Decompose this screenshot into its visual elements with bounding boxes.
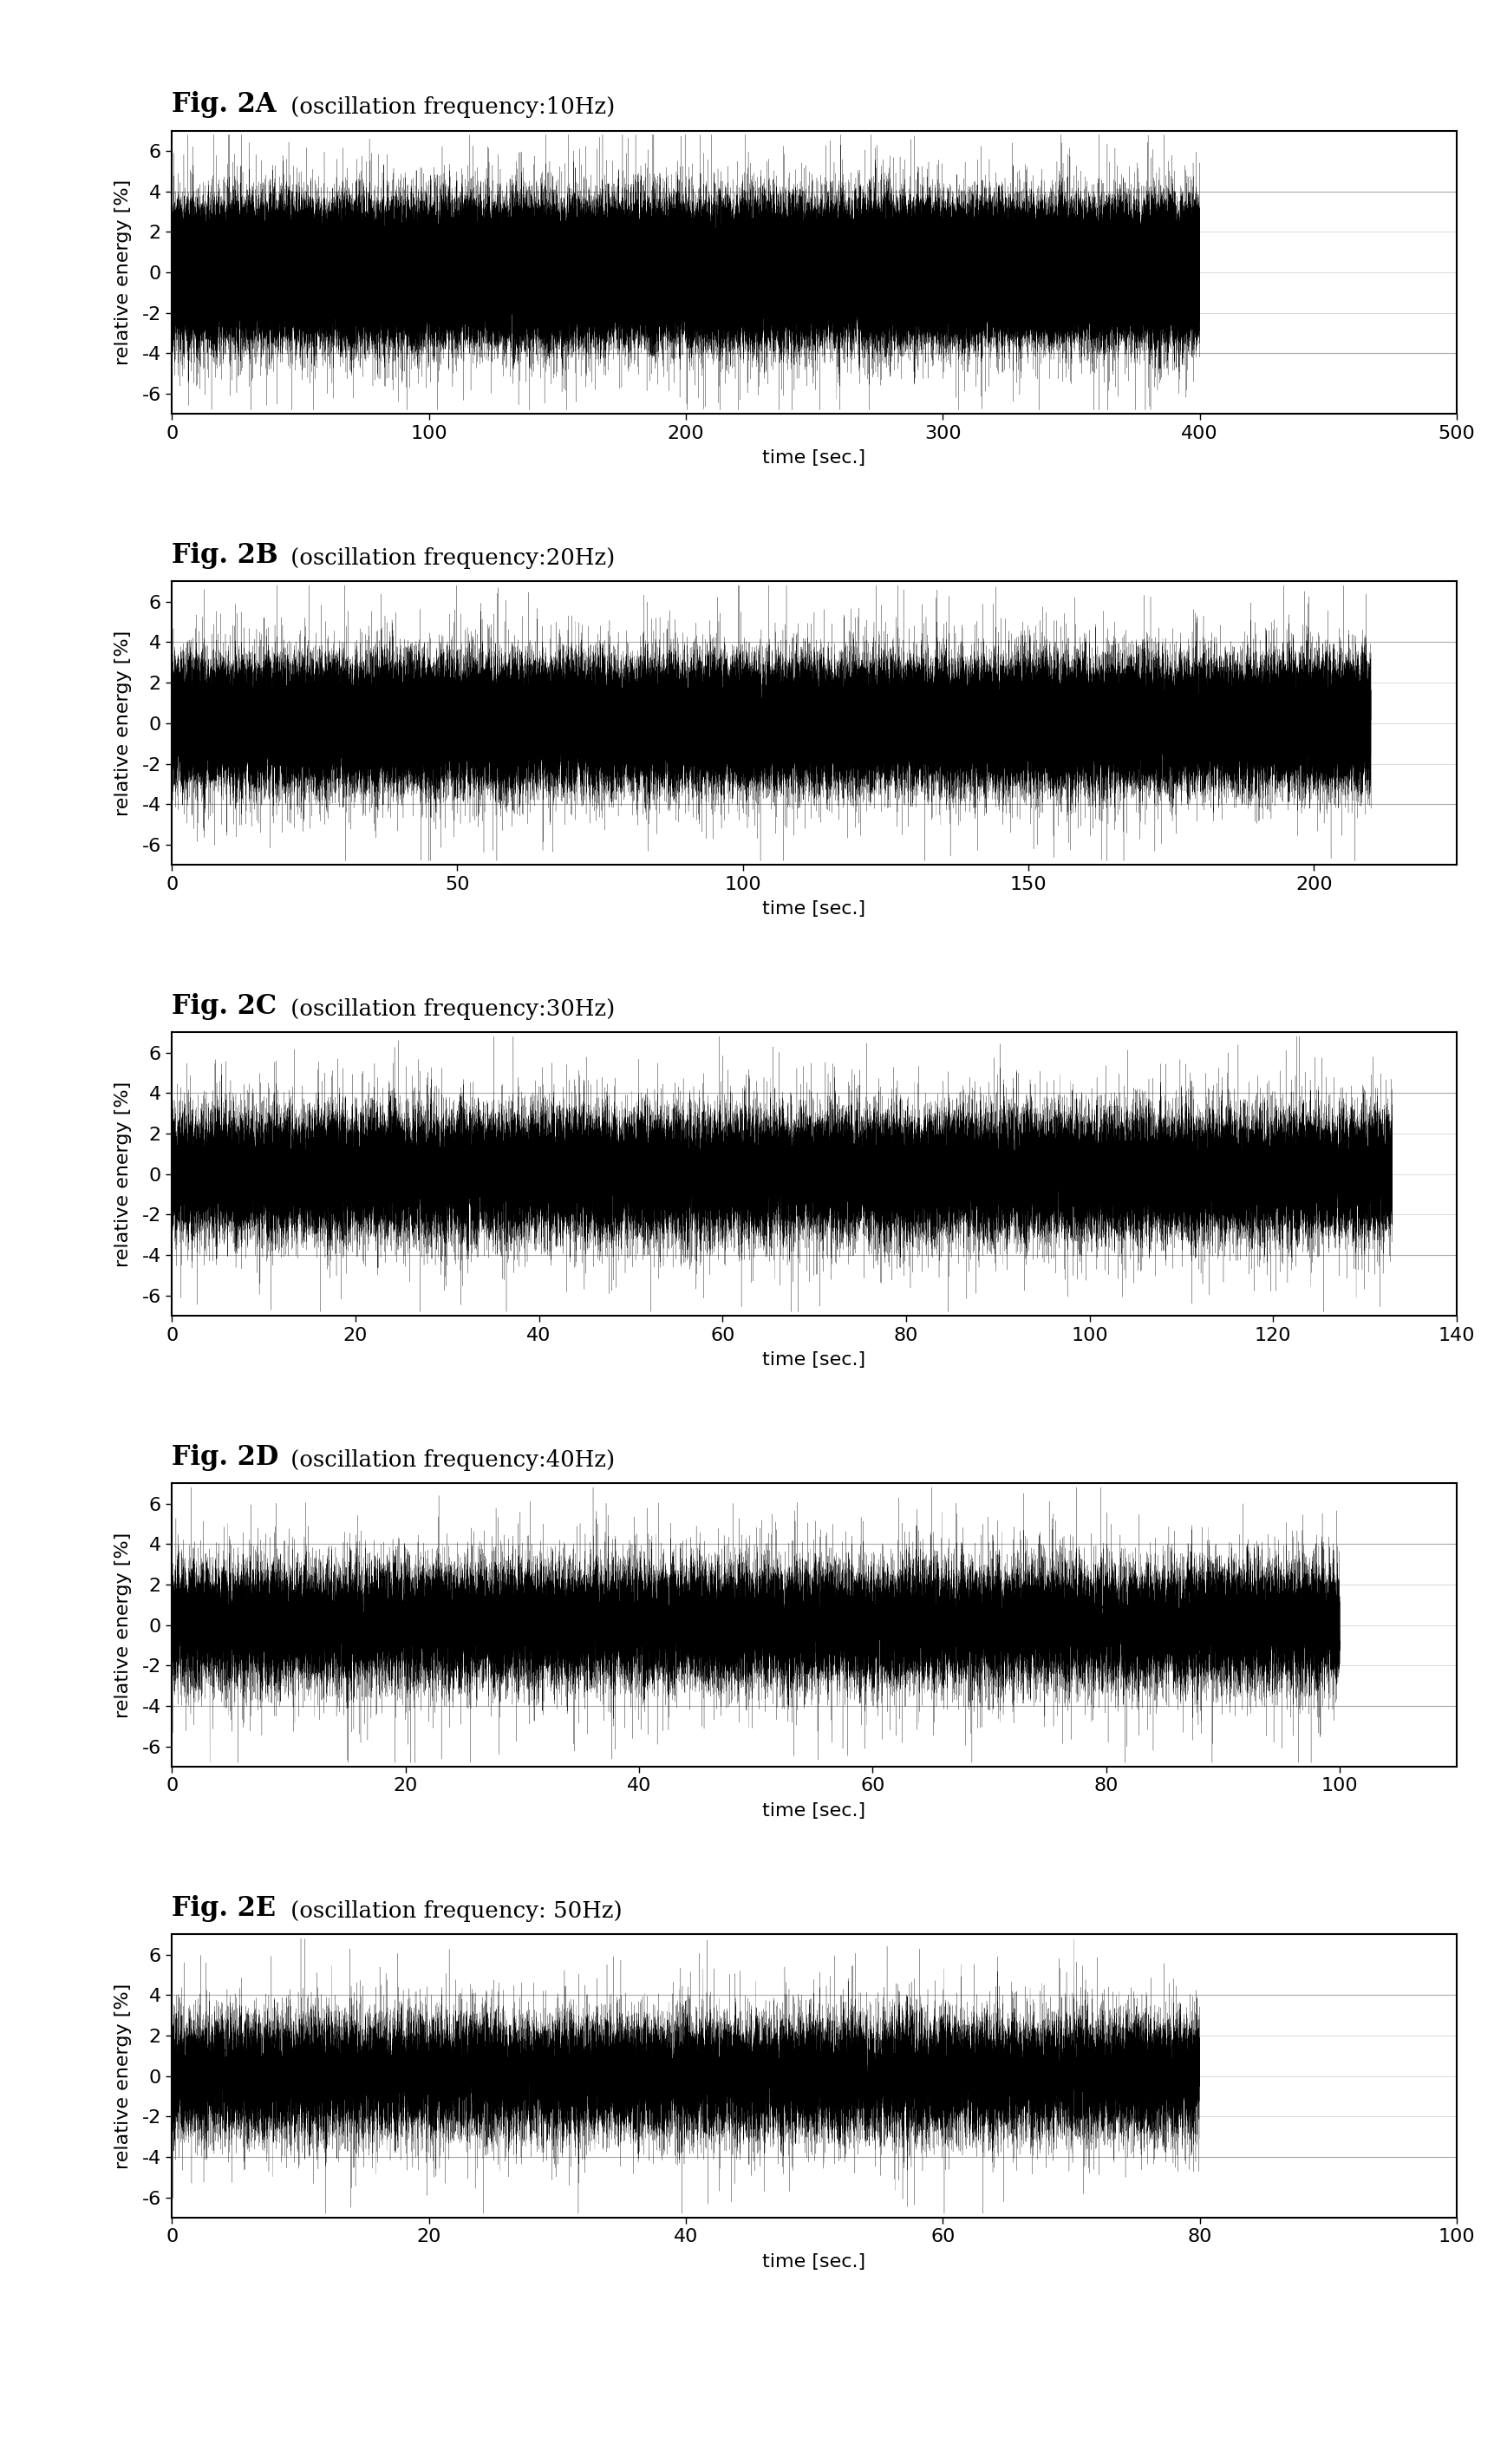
Text: Fig. 2D: Fig. 2D bbox=[172, 1444, 279, 1471]
Y-axis label: relative energy [%]: relative energy [%] bbox=[115, 180, 131, 365]
Y-axis label: relative energy [%]: relative energy [%] bbox=[115, 631, 131, 816]
X-axis label: time [sec.]: time [sec.] bbox=[762, 448, 867, 466]
Text: Fig. 2B: Fig. 2B bbox=[172, 542, 278, 569]
Y-axis label: relative energy [%]: relative energy [%] bbox=[115, 1533, 131, 1717]
Text: Fig. 2E: Fig. 2E bbox=[172, 1895, 276, 1922]
Text: Fig. 2A: Fig. 2A bbox=[172, 91, 276, 118]
X-axis label: time [sec.]: time [sec.] bbox=[762, 1350, 867, 1368]
Text: (oscillation frequency:10Hz): (oscillation frequency:10Hz) bbox=[284, 96, 616, 118]
Text: Fig. 2C: Fig. 2C bbox=[172, 993, 276, 1020]
X-axis label: time [sec.]: time [sec.] bbox=[762, 1801, 867, 1818]
X-axis label: time [sec.]: time [sec.] bbox=[762, 899, 867, 917]
Text: (oscillation frequency:20Hz): (oscillation frequency:20Hz) bbox=[284, 547, 616, 569]
X-axis label: time [sec.]: time [sec.] bbox=[762, 2252, 867, 2269]
Text: (oscillation frequency:40Hz): (oscillation frequency:40Hz) bbox=[284, 1449, 616, 1471]
Y-axis label: relative energy [%]: relative energy [%] bbox=[115, 1984, 131, 2168]
Y-axis label: relative energy [%]: relative energy [%] bbox=[115, 1082, 131, 1266]
Text: (oscillation frequency: 50Hz): (oscillation frequency: 50Hz) bbox=[284, 1900, 623, 1922]
Text: (oscillation frequency:30Hz): (oscillation frequency:30Hz) bbox=[284, 998, 616, 1020]
